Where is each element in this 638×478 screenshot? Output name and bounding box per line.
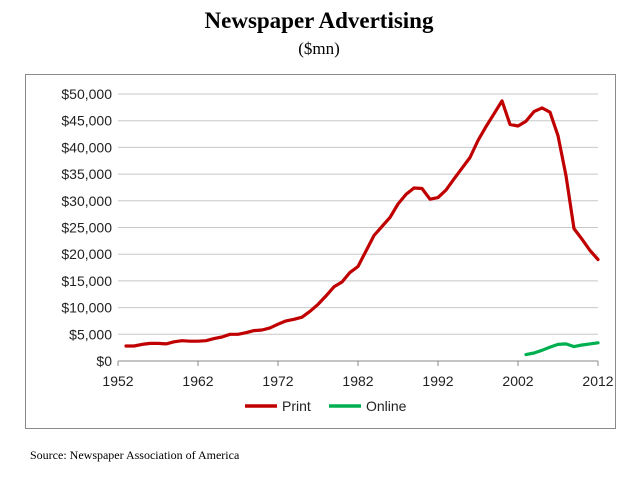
x-tick-label: 1972 <box>262 373 293 389</box>
series-line-print <box>124 99 600 348</box>
y-tick-label: $30,000 <box>61 193 112 209</box>
y-tick-label: $40,000 <box>61 139 112 155</box>
y-tick-label: $15,000 <box>61 273 112 289</box>
series-line-online <box>524 341 600 357</box>
legend-label-online: Online <box>366 398 407 414</box>
y-tick-label: $45,000 <box>61 113 112 129</box>
chart-title: Newspaper Advertising <box>204 8 434 33</box>
y-tick-label: $0 <box>96 353 112 369</box>
y-tick-label: $5,000 <box>69 326 112 342</box>
source-note: Source: Newspaper Association of America <box>30 448 240 462</box>
x-tick-label: 1992 <box>422 373 453 389</box>
y-tick-label: $50,000 <box>61 86 112 102</box>
x-tick-label: 1962 <box>182 373 213 389</box>
x-tick-label: 1982 <box>342 373 373 389</box>
chart-area: $0 $5,000 $10,000 $15,000 $20,000 $25,000 $30,… <box>25 74 616 429</box>
x-tick-label: 1952 <box>102 373 133 389</box>
y-tick-label: $20,000 <box>61 246 112 262</box>
legend-label-print: Print <box>282 398 311 414</box>
line-chart: $0 $5,000 $10,000 $15,000 $20,000 $25,000 $30,… <box>61 86 613 414</box>
y-tick-label: $10,000 <box>61 300 112 316</box>
y-tick-label: $25,000 <box>61 220 112 236</box>
x-tick-label: 2012 <box>582 373 613 389</box>
y-tick-label: $35,000 <box>61 166 112 182</box>
chart-subtitle: ($mn) <box>298 39 340 58</box>
x-tick-label: 2002 <box>502 373 533 389</box>
